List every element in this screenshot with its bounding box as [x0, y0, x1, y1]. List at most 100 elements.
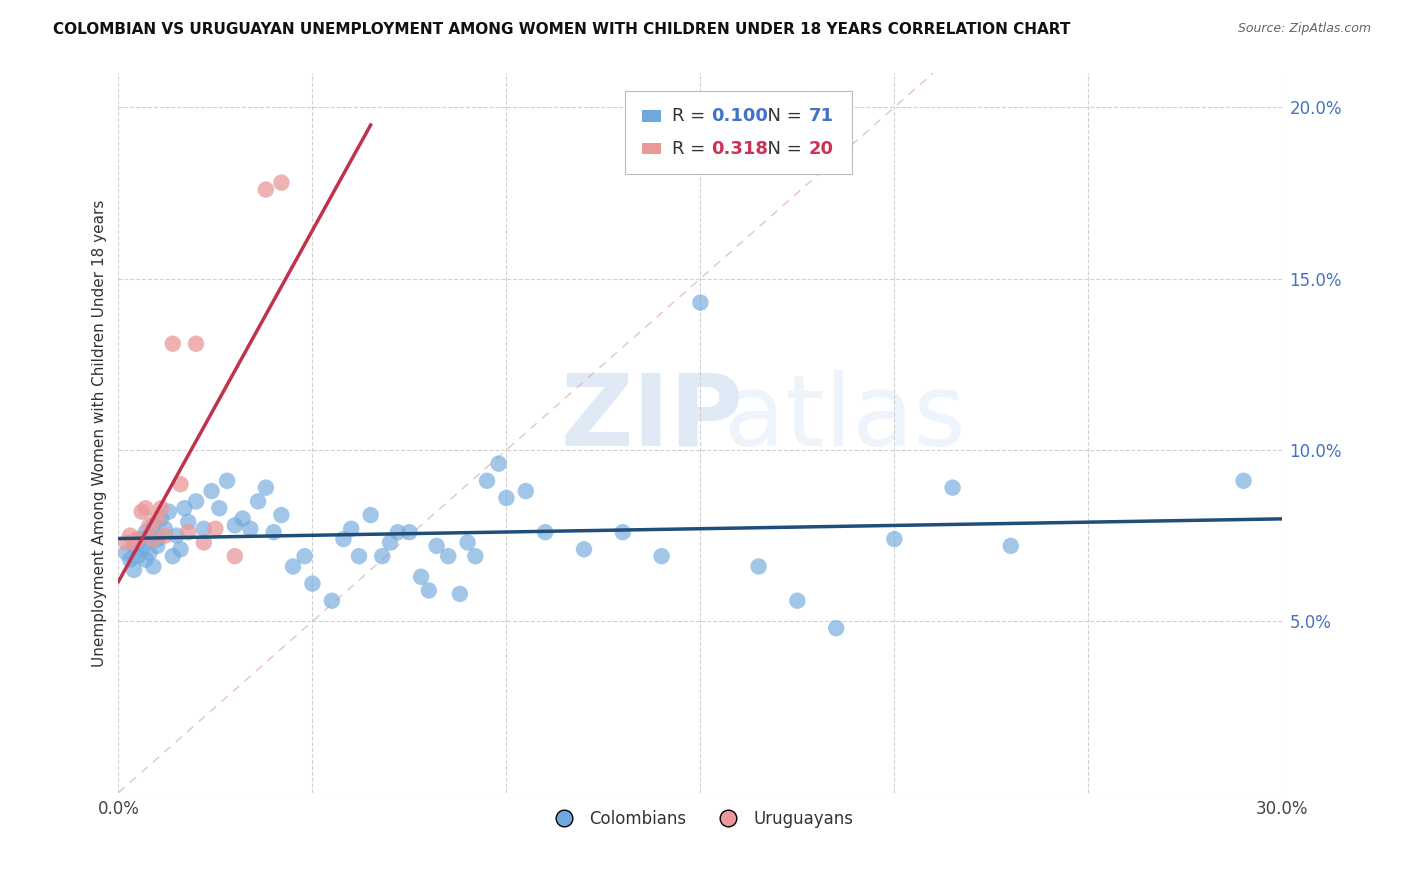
Point — [204, 522, 226, 536]
Point — [142, 518, 165, 533]
Point — [146, 539, 169, 553]
Point — [169, 477, 191, 491]
Point — [122, 539, 145, 553]
Point — [184, 336, 207, 351]
Point — [131, 532, 153, 546]
Point — [138, 546, 160, 560]
Point — [270, 508, 292, 522]
FancyBboxPatch shape — [643, 143, 661, 154]
Y-axis label: Unemployment Among Women with Children Under 18 years: Unemployment Among Women with Children U… — [93, 199, 107, 666]
Point — [162, 336, 184, 351]
Point — [157, 505, 180, 519]
Text: N =: N = — [756, 139, 808, 158]
Legend: Colombians, Uruguayans: Colombians, Uruguayans — [541, 804, 860, 835]
Text: Source: ZipAtlas.com: Source: ZipAtlas.com — [1237, 22, 1371, 36]
Text: COLOMBIAN VS URUGUAYAN UNEMPLOYMENT AMONG WOMEN WITH CHILDREN UNDER 18 YEARS COR: COLOMBIAN VS URUGUAYAN UNEMPLOYMENT AMON… — [53, 22, 1071, 37]
Point — [232, 511, 254, 525]
Point — [321, 593, 343, 607]
Point — [146, 532, 169, 546]
Point — [572, 542, 595, 557]
Point — [360, 508, 382, 522]
Point — [153, 522, 176, 536]
Point — [138, 528, 160, 542]
Point — [127, 549, 149, 564]
Text: atlas: atlas — [724, 370, 966, 467]
Point — [169, 542, 191, 557]
Point — [689, 295, 711, 310]
Point — [177, 515, 200, 529]
Point — [786, 593, 808, 607]
Point — [173, 501, 195, 516]
Point — [208, 501, 231, 516]
Point — [515, 484, 537, 499]
Point — [301, 576, 323, 591]
Point — [150, 501, 173, 516]
Point — [122, 535, 145, 549]
Text: 71: 71 — [808, 107, 834, 125]
Point — [239, 522, 262, 536]
Point — [135, 501, 157, 516]
Text: R =: R = — [672, 107, 711, 125]
Point — [437, 549, 460, 564]
Point — [150, 511, 173, 525]
Point — [127, 535, 149, 549]
Point — [115, 546, 138, 560]
Point — [224, 549, 246, 564]
Point — [153, 528, 176, 542]
Point — [270, 176, 292, 190]
Point — [534, 525, 557, 540]
Text: N =: N = — [756, 107, 808, 125]
Point — [120, 528, 142, 542]
Point — [162, 549, 184, 564]
Point — [193, 522, 215, 536]
Point — [263, 525, 285, 540]
Point — [146, 511, 169, 525]
Point — [475, 474, 498, 488]
Text: R =: R = — [672, 139, 711, 158]
Point — [247, 494, 270, 508]
Point — [748, 559, 770, 574]
Point — [464, 549, 486, 564]
Point — [217, 474, 239, 488]
Point — [387, 525, 409, 540]
Point — [142, 559, 165, 574]
Point — [651, 549, 673, 564]
Point — [138, 518, 160, 533]
Point — [378, 535, 401, 549]
Point — [426, 539, 449, 553]
Point — [409, 570, 432, 584]
Point — [135, 552, 157, 566]
Point — [142, 532, 165, 546]
Text: 0.318: 0.318 — [711, 139, 768, 158]
Text: ZIP: ZIP — [561, 370, 744, 467]
Point — [122, 563, 145, 577]
Point — [224, 518, 246, 533]
Point — [371, 549, 394, 564]
Point — [347, 549, 370, 564]
Point — [254, 481, 277, 495]
Point — [200, 484, 222, 499]
Text: 20: 20 — [808, 139, 834, 158]
FancyBboxPatch shape — [643, 111, 661, 122]
Point — [495, 491, 517, 505]
Point — [1000, 539, 1022, 553]
Point — [184, 494, 207, 508]
Point — [332, 532, 354, 546]
Point — [1232, 474, 1254, 488]
Point — [942, 481, 965, 495]
Point — [166, 528, 188, 542]
Point — [883, 532, 905, 546]
FancyBboxPatch shape — [624, 91, 852, 174]
Point — [127, 532, 149, 546]
Point — [193, 535, 215, 549]
Point — [398, 525, 420, 540]
Point — [281, 559, 304, 574]
Point — [131, 542, 153, 557]
Point — [177, 525, 200, 540]
Point — [449, 587, 471, 601]
Point — [488, 457, 510, 471]
Point — [131, 505, 153, 519]
Point — [825, 621, 848, 635]
Point — [254, 182, 277, 196]
Point — [340, 522, 363, 536]
